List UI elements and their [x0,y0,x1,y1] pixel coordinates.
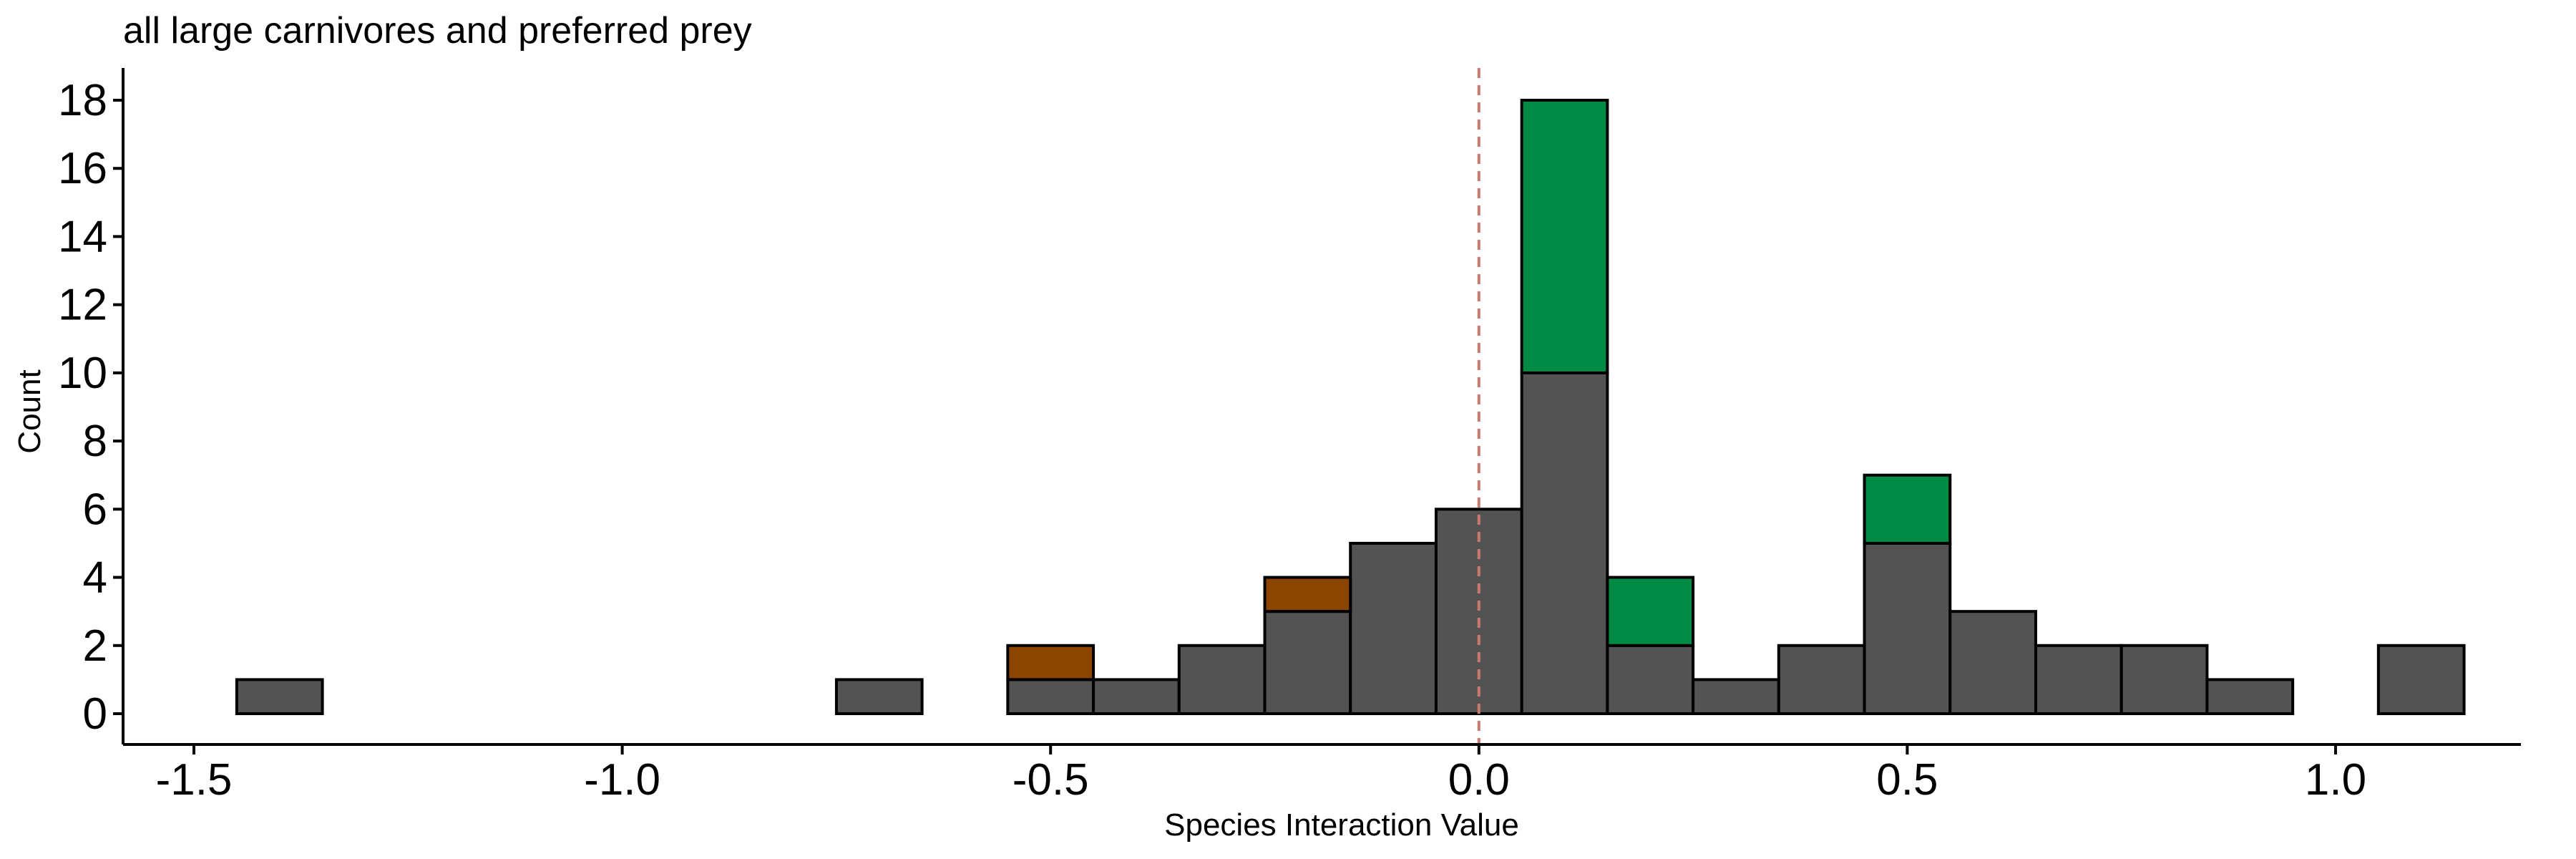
histogram-bar-stack [1606,576,1695,647]
histogram-bar [1434,508,1523,715]
histogram-bar-stack [1520,99,1609,374]
histogram-bar [1692,678,1780,716]
x-tick-label: 0.5 [1876,755,1938,805]
histogram-bar-stack [1263,576,1352,613]
histogram-bar-stack [1006,644,1096,681]
y-tick-label: 14 [58,212,107,261]
bars-layer [235,99,2466,716]
y-tick-label: 8 [83,417,107,466]
x-axis-title: Species Interaction Value [1164,807,1519,843]
histogram-bar [1863,541,1952,716]
histogram-bar-stack [1863,473,1952,545]
histogram-bar [2034,644,2123,715]
histogram-bar [1006,678,1096,716]
y-tick-label: 10 [58,349,107,398]
histogram-bar [1948,610,2037,716]
y-tick-label: 18 [58,76,107,125]
histogram-bar [1520,371,1609,716]
y-tick-label: 16 [58,144,107,193]
histogram-bar [2119,644,2209,715]
histogram-bar [235,678,324,716]
x-tick-label: -0.5 [1013,755,1089,805]
y-axis-title: Count [12,369,47,453]
x-tick-label: 1.0 [2305,755,2366,805]
y-tick-label: 0 [83,689,107,739]
x-tick-label: -1.5 [156,755,233,805]
histogram-bar [1777,644,1866,715]
chart-title: all large carnivores and preferred prey [123,10,752,52]
histogram-bar [1092,678,1181,716]
y-tick-label: 2 [83,621,107,671]
histogram-bar [1177,644,1267,715]
histogram-bar [1349,541,1438,716]
y-tick-label: 4 [83,553,107,603]
histogram-bar [1606,644,1695,715]
y-tick-label: 12 [58,281,107,330]
histogram-bar [834,678,924,716]
y-tick-label: 6 [83,485,107,534]
histogram-bar [2205,678,2295,716]
x-tick-label: 0.0 [1448,755,1510,805]
x-tick-label: -1.0 [584,755,660,805]
histogram-bar [1263,610,1352,716]
histogram-bar [2376,644,2466,715]
axes-layer: 0 2 4 6 8 10 12 14 16 18 -1.5 -1.0 -0.5 0.0 0.5 1.0 [58,68,2521,805]
